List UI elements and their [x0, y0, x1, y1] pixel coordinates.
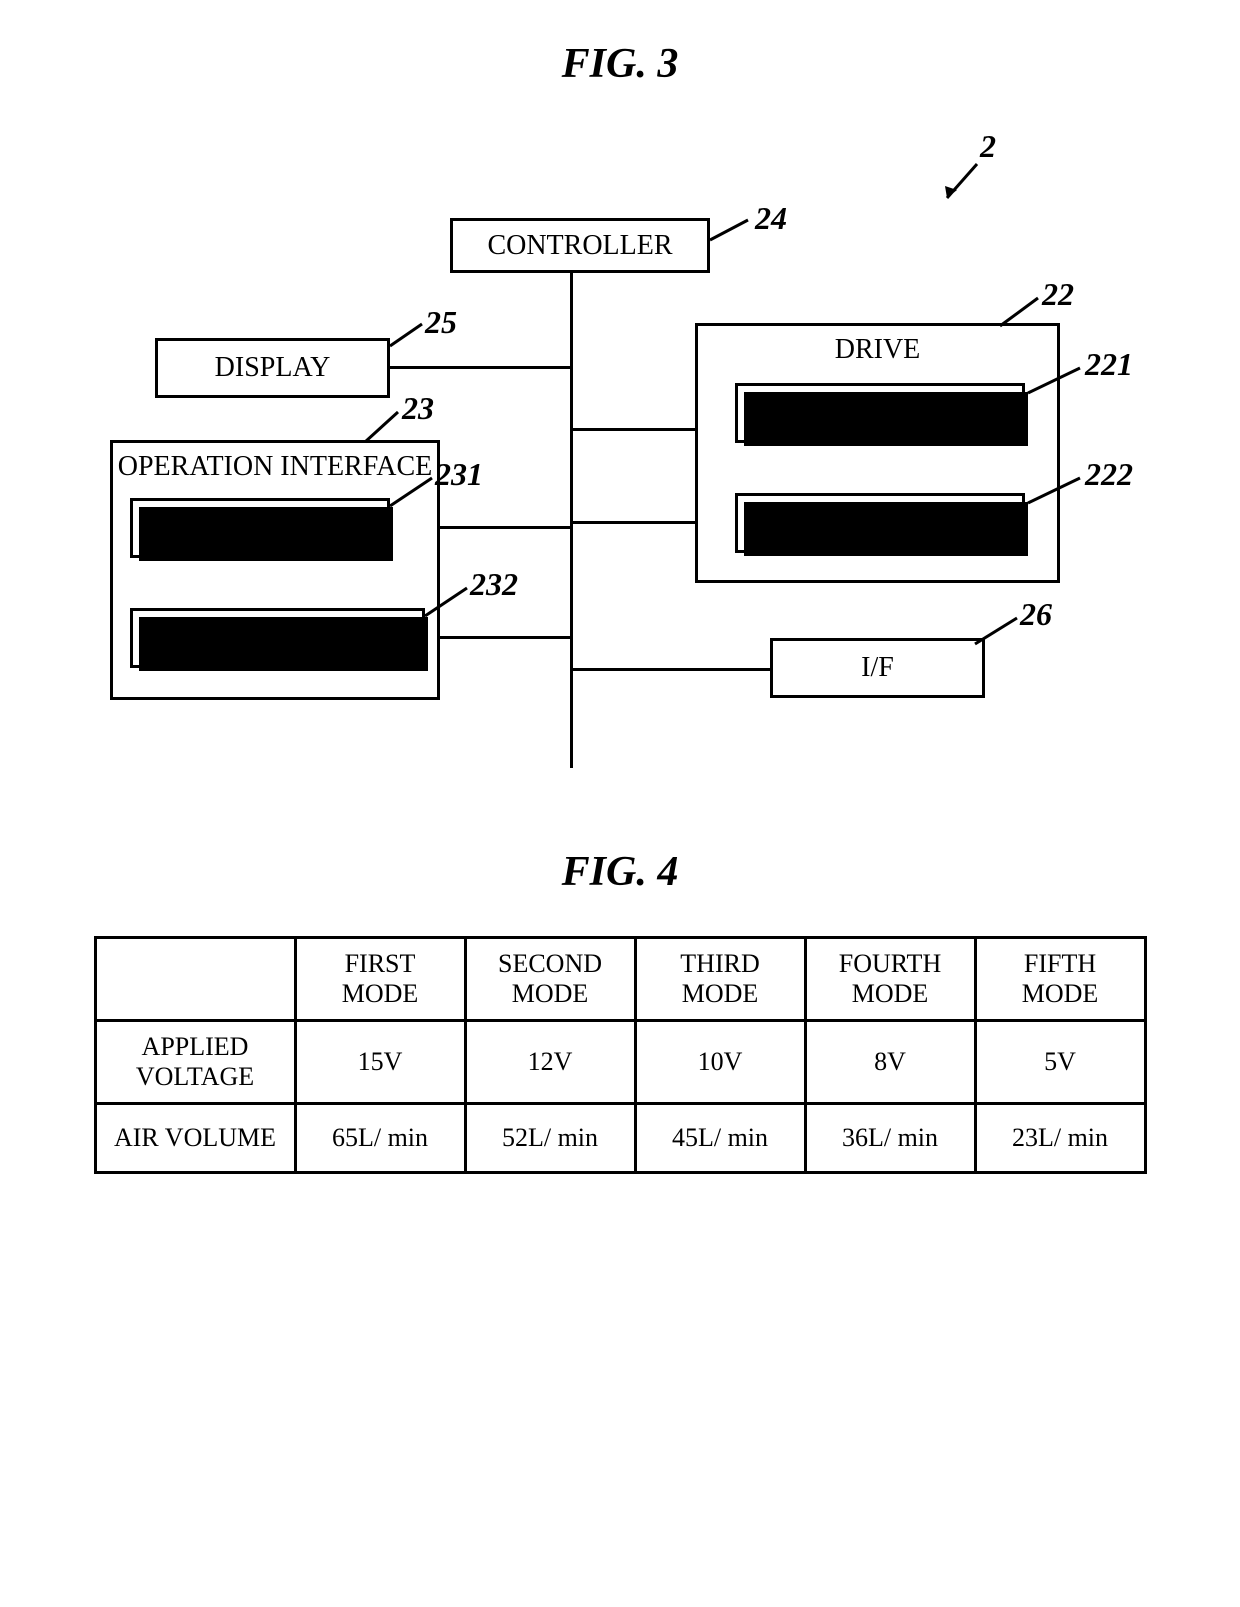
table-header-col2: SECONDMODE	[465, 938, 635, 1021]
controller-ref: 24	[755, 200, 787, 237]
battery-conn	[573, 521, 695, 524]
system-ref-arrow	[935, 158, 985, 208]
battery-label: BATTERY	[818, 507, 942, 539]
table-cell: 10V	[635, 1020, 805, 1103]
table-cell: 65L/ min	[295, 1103, 465, 1172]
display-conn	[390, 366, 570, 369]
if-conn	[573, 668, 770, 671]
trunk-vline	[570, 270, 573, 768]
sw2-conn	[440, 636, 570, 639]
second-switch-ref: 232	[470, 566, 518, 603]
row-header-voltage: APPLIEDVOLTAGE	[95, 1020, 295, 1103]
op-if-label: OPERATION INTERFACE	[113, 443, 437, 487]
first-switch-box: FIRST SWITCH	[130, 498, 390, 558]
if-box: I/F	[770, 638, 985, 698]
table-header-col1: FIRSTMODE	[295, 938, 465, 1021]
display-ref: 25	[425, 304, 457, 341]
table-cell: 8V	[805, 1020, 975, 1103]
op-if-lead	[365, 412, 405, 444]
drive-ref: 22	[1042, 276, 1074, 313]
if-ref: 26	[1020, 596, 1052, 633]
drive-label: DRIVE	[698, 326, 1057, 370]
battery-box: BATTERY	[735, 493, 1025, 553]
row-header-air: AIR VOLUME	[95, 1103, 295, 1172]
table-cell: 23L/ min	[975, 1103, 1145, 1172]
sw1-conn	[440, 526, 570, 529]
first-switch-ref: 231	[435, 456, 483, 493]
battery-lead	[1028, 478, 1088, 508]
table-header-row: FIRSTMODE SECONDMODE THIRDMODE FOURTHMOD…	[95, 938, 1145, 1021]
table-cell: 52L/ min	[465, 1103, 635, 1172]
table-cell: 15V	[295, 1020, 465, 1103]
table-header-col5: FIFTHMODE	[975, 938, 1145, 1021]
fig4-title: FIG. 4	[0, 848, 1240, 896]
motor-ref: 221	[1085, 346, 1133, 383]
controller-lead	[710, 220, 760, 245]
motor-label: MOTOR	[830, 397, 931, 429]
if-lead	[975, 618, 1025, 648]
first-switch-label: FIRST SWITCH	[165, 512, 355, 544]
table-cell: 5V	[975, 1020, 1145, 1103]
controller-box: CONTROLLER	[450, 218, 710, 273]
fig3-title: FIG. 3	[0, 40, 1240, 88]
table-cell: 45L/ min	[635, 1103, 805, 1172]
motor-lead	[1028, 368, 1088, 398]
table-cell: 36L/ min	[805, 1103, 975, 1172]
table-row: AIR VOLUME 65L/ min 52L/ min 45L/ min 36…	[95, 1103, 1145, 1172]
motor-box: MOTOR	[735, 383, 1025, 443]
controller-label: CONTROLLER	[487, 230, 672, 262]
second-switch-box: SECOND SWITCH	[130, 608, 425, 668]
drive-conn	[573, 428, 695, 431]
fig3-diagram: 2 CONTROLLER 24 DISPLAY 25 OPERATION INT…	[70, 128, 1170, 768]
display-label: DISPLAY	[215, 352, 331, 384]
op-if-ref: 23	[402, 390, 434, 427]
second-switch-lead	[425, 588, 475, 618]
table-row: APPLIEDVOLTAGE 15V 12V 10V 8V 5V	[95, 1020, 1145, 1103]
table-header-col4: FOURTHMODE	[805, 938, 975, 1021]
table-header-blank	[95, 938, 295, 1021]
display-lead	[390, 324, 430, 349]
drive-lead	[1000, 298, 1045, 328]
first-switch-lead	[390, 478, 440, 508]
mode-table: FIRSTMODE SECONDMODE THIRDMODE FOURTHMOD…	[94, 936, 1147, 1174]
table-cell: 12V	[465, 1020, 635, 1103]
display-box: DISPLAY	[155, 338, 390, 398]
battery-ref: 222	[1085, 456, 1133, 493]
table-header-col3: THIRDMODE	[635, 938, 805, 1021]
if-label: I/F	[861, 652, 894, 684]
second-switch-label: SECOND SWITCH	[164, 622, 390, 654]
